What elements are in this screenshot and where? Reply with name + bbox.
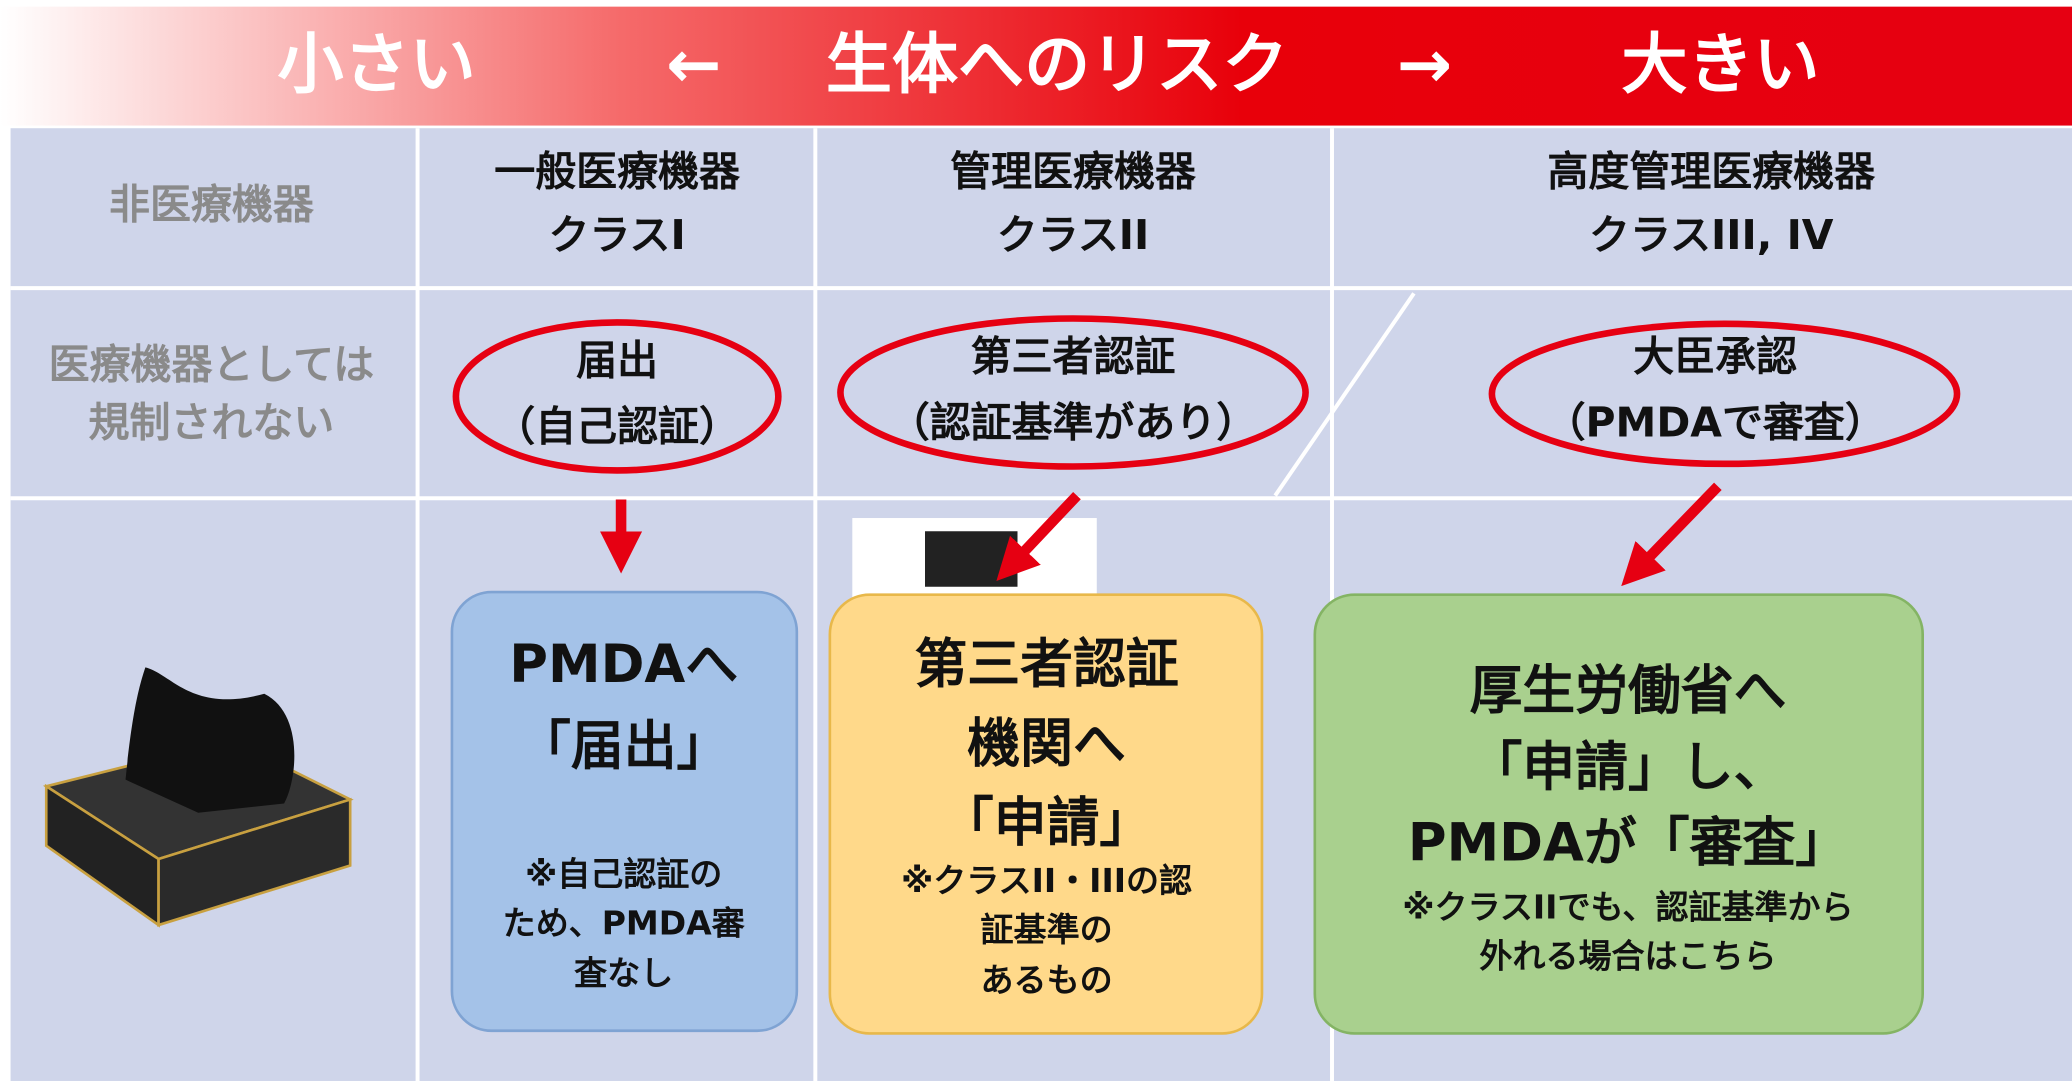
procedure-note: 外れる場合はこちら bbox=[1479, 937, 1776, 976]
procedure-text: 「届出」 bbox=[518, 716, 729, 777]
banner-arrow: ← bbox=[666, 26, 721, 103]
procedure-text: PMDAが「審査」 bbox=[1408, 812, 1848, 873]
column-class: クラスII bbox=[997, 211, 1150, 259]
procedure-text: 厚生労働省へ bbox=[1469, 660, 1786, 721]
procedure-text: 第三者認証 bbox=[914, 634, 1178, 695]
banner bbox=[0, 6, 2072, 126]
column-name: 一般医療機器 bbox=[494, 147, 741, 195]
procedure-text: 「申請」 bbox=[941, 793, 1152, 854]
regulation-note: （PMDAで審査） bbox=[1545, 399, 1886, 447]
regulation-title: 届出 bbox=[576, 336, 658, 384]
regulation-text: 医療機器としては bbox=[49, 340, 375, 388]
procedure-box bbox=[1313, 593, 1924, 1035]
regulation-text: 規制されない bbox=[89, 399, 335, 447]
procedure-box bbox=[828, 593, 1264, 1035]
tissue-box-icon bbox=[42, 667, 354, 928]
arrows bbox=[599, 482, 1722, 587]
column-class: クラスIII, IV bbox=[1589, 211, 1834, 259]
column-class: クラスI bbox=[548, 211, 685, 259]
procedure-text: PMDAへ bbox=[509, 634, 738, 695]
procedure-box bbox=[450, 590, 799, 1033]
procedure-note: ため、PMDA審 bbox=[503, 904, 746, 943]
procedure-note: ※クラスII・IIIの認 bbox=[901, 861, 1192, 900]
banner-arrow: → bbox=[1397, 26, 1452, 103]
procedure-note: ※自己認証の bbox=[525, 855, 722, 894]
banner-center: 生体へのリスク bbox=[826, 26, 1288, 103]
ellipses bbox=[452, 315, 1961, 474]
regulation-title: 大臣承認 bbox=[1633, 332, 1797, 380]
procedure-text: 「申請」し、 bbox=[1469, 737, 1786, 798]
regulation-note: （認証基準があり） bbox=[889, 399, 1258, 447]
column-name: 管理医療機器 bbox=[950, 147, 1197, 195]
regulation-title: 第三者認証 bbox=[971, 332, 1176, 380]
procedure-note: 証基準の bbox=[981, 910, 1113, 949]
procedure-note: ※クラスIIでも、認証基準から bbox=[1402, 888, 1853, 927]
procedure-note: あるもの bbox=[981, 960, 1113, 999]
banner-right: 大きい bbox=[1621, 26, 1819, 103]
column-name: 非医療機器 bbox=[109, 181, 315, 229]
device-icon bbox=[925, 531, 1018, 587]
procedure-text: 機関へ bbox=[967, 713, 1126, 774]
column-name: 高度管理医療機器 bbox=[1547, 147, 1876, 195]
regulation-note: （自己認証） bbox=[494, 403, 740, 451]
procedure-note: 査なし bbox=[574, 954, 673, 993]
banner-left: 小さい bbox=[278, 26, 476, 103]
